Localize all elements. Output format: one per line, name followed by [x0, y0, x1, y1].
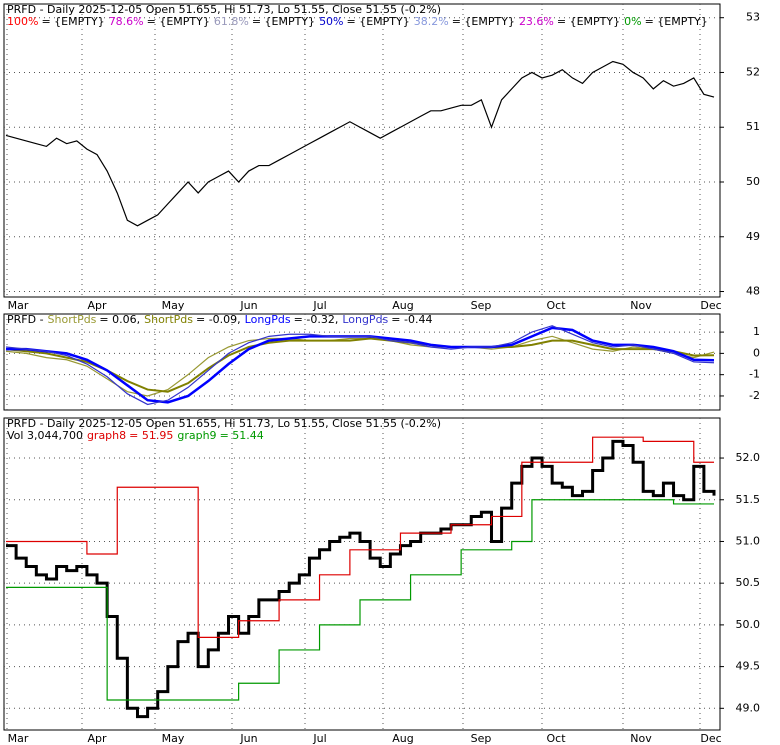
x-tick-label: Jul	[312, 299, 326, 312]
x-tick-label: Oct	[546, 299, 566, 312]
legend-value: = {EMPTY}	[645, 15, 708, 28]
x-tick-label: Dec	[700, 299, 721, 312]
x-tick-label: Oct	[546, 732, 566, 745]
x-tick-label: Mar	[8, 299, 29, 312]
legend-name: ShortPds	[48, 313, 97, 326]
y-tick-label: 50.5	[736, 576, 761, 589]
y-tick-label: 51	[746, 120, 760, 133]
x-tick-label: Sep	[471, 299, 492, 312]
legend-name: LongPds	[245, 313, 291, 326]
panel-frame	[3, 3, 721, 298]
series-line	[5, 337, 715, 393]
legend-value: = -0.09,	[196, 313, 241, 326]
legend-value: = {EMPTY}	[557, 15, 620, 28]
legend-value: = {EMPTY}	[452, 15, 515, 28]
y-tick-label: -2	[749, 389, 760, 402]
legend-value: = -0.32,	[294, 313, 339, 326]
x-tick-label: Aug	[392, 299, 413, 312]
y-tick-label: 49	[746, 230, 760, 243]
x-tick-label: Jun	[239, 299, 257, 312]
level-legend: 100% = {EMPTY} 78.6% = {EMPTY} 61.8% = {EMPTY…	[7, 15, 708, 28]
y-tick-label: 51.5	[736, 493, 761, 506]
panel-title: PRFD - Daily 2025-12-05 Open 51.655, Hi …	[7, 3, 441, 16]
legend-value: = 0.06,	[99, 313, 140, 326]
legend-value: = 51.44	[220, 429, 264, 442]
x-tick-label: May	[162, 732, 185, 745]
legend-name: ShortPds	[144, 313, 193, 326]
y-tick-label: 53	[746, 11, 760, 24]
y-tick-label: 50.0	[736, 618, 761, 631]
x-tick-label: Jul	[312, 732, 326, 745]
legend-name: 0%	[624, 15, 641, 28]
legend-value: = {EMPTY}	[252, 15, 315, 28]
y-tick-label: 52	[746, 65, 760, 78]
x-tick-label: Nov	[630, 732, 652, 745]
legend-name: 61.8%	[214, 15, 249, 28]
x-tick-label: May	[162, 299, 185, 312]
legend-name: 78.6%	[109, 15, 144, 28]
y-tick-label: 52.0	[736, 451, 761, 464]
x-tick-label: Sep	[471, 732, 492, 745]
title: PRFD - Daily 2025-12-05 Open 51.655, Hi …	[7, 3, 441, 16]
legend-name: 50%	[319, 15, 343, 28]
y-tick-label: 49.0	[736, 701, 761, 714]
legend-name: 38.2%	[414, 15, 449, 28]
y-tick-label: 51.0	[736, 534, 761, 547]
legend-value: = {EMPTY}	[347, 15, 410, 28]
y-tick-label: 50	[746, 175, 760, 188]
x-tick-label: Jun	[239, 732, 257, 745]
y-tick-label: -1	[749, 368, 760, 381]
legend-name: 23.6%	[519, 15, 554, 28]
x-tick-label: Mar	[8, 732, 29, 745]
series-line	[6, 439, 716, 719]
title: PRFD -	[7, 313, 44, 326]
volume-label: Vol 3,044,700	[7, 429, 83, 442]
legend-value: = -0.44	[391, 313, 432, 326]
panel-frame	[3, 417, 721, 731]
x-tick-label: Aug	[392, 732, 413, 745]
legend-value: = 51.95	[129, 429, 173, 442]
series-line	[5, 325, 715, 406]
x-tick-label: Apr	[87, 732, 107, 745]
y-tick-label: 49.5	[736, 660, 761, 673]
legend-name: LongPds	[342, 313, 388, 326]
x-tick-label: Nov	[630, 299, 652, 312]
series-line	[5, 335, 715, 397]
legend-name: graph9	[177, 429, 216, 442]
y-tick-label: 48	[746, 285, 760, 298]
legend: Vol 3,044,700 graph8 = 51.95 graph9 = 51.44	[7, 429, 264, 442]
panel-frame	[3, 313, 721, 411]
y-tick-label: 1	[753, 325, 760, 338]
panel-title: PRFD - Daily 2025-12-05 Open 51.655, Hi …	[7, 417, 441, 430]
y-tick-label: 0	[753, 346, 760, 359]
series-line	[6, 436, 714, 639]
series-line	[6, 499, 714, 701]
title: PRFD - Daily 2025-12-05 Open 51.655, Hi …	[7, 417, 441, 430]
legend-value: = {EMPTY}	[41, 15, 104, 28]
legend-name: graph8	[87, 429, 126, 442]
legend-name: 100%	[7, 15, 38, 28]
x-tick-label: Dec	[700, 732, 721, 745]
panel-title: PRFD - ShortPds = 0.06, ShortPds = -0.09, Lon…	[7, 313, 432, 326]
x-tick-label: Apr	[87, 299, 107, 312]
legend-value: = {EMPTY}	[147, 15, 210, 28]
series-line	[5, 60, 715, 227]
